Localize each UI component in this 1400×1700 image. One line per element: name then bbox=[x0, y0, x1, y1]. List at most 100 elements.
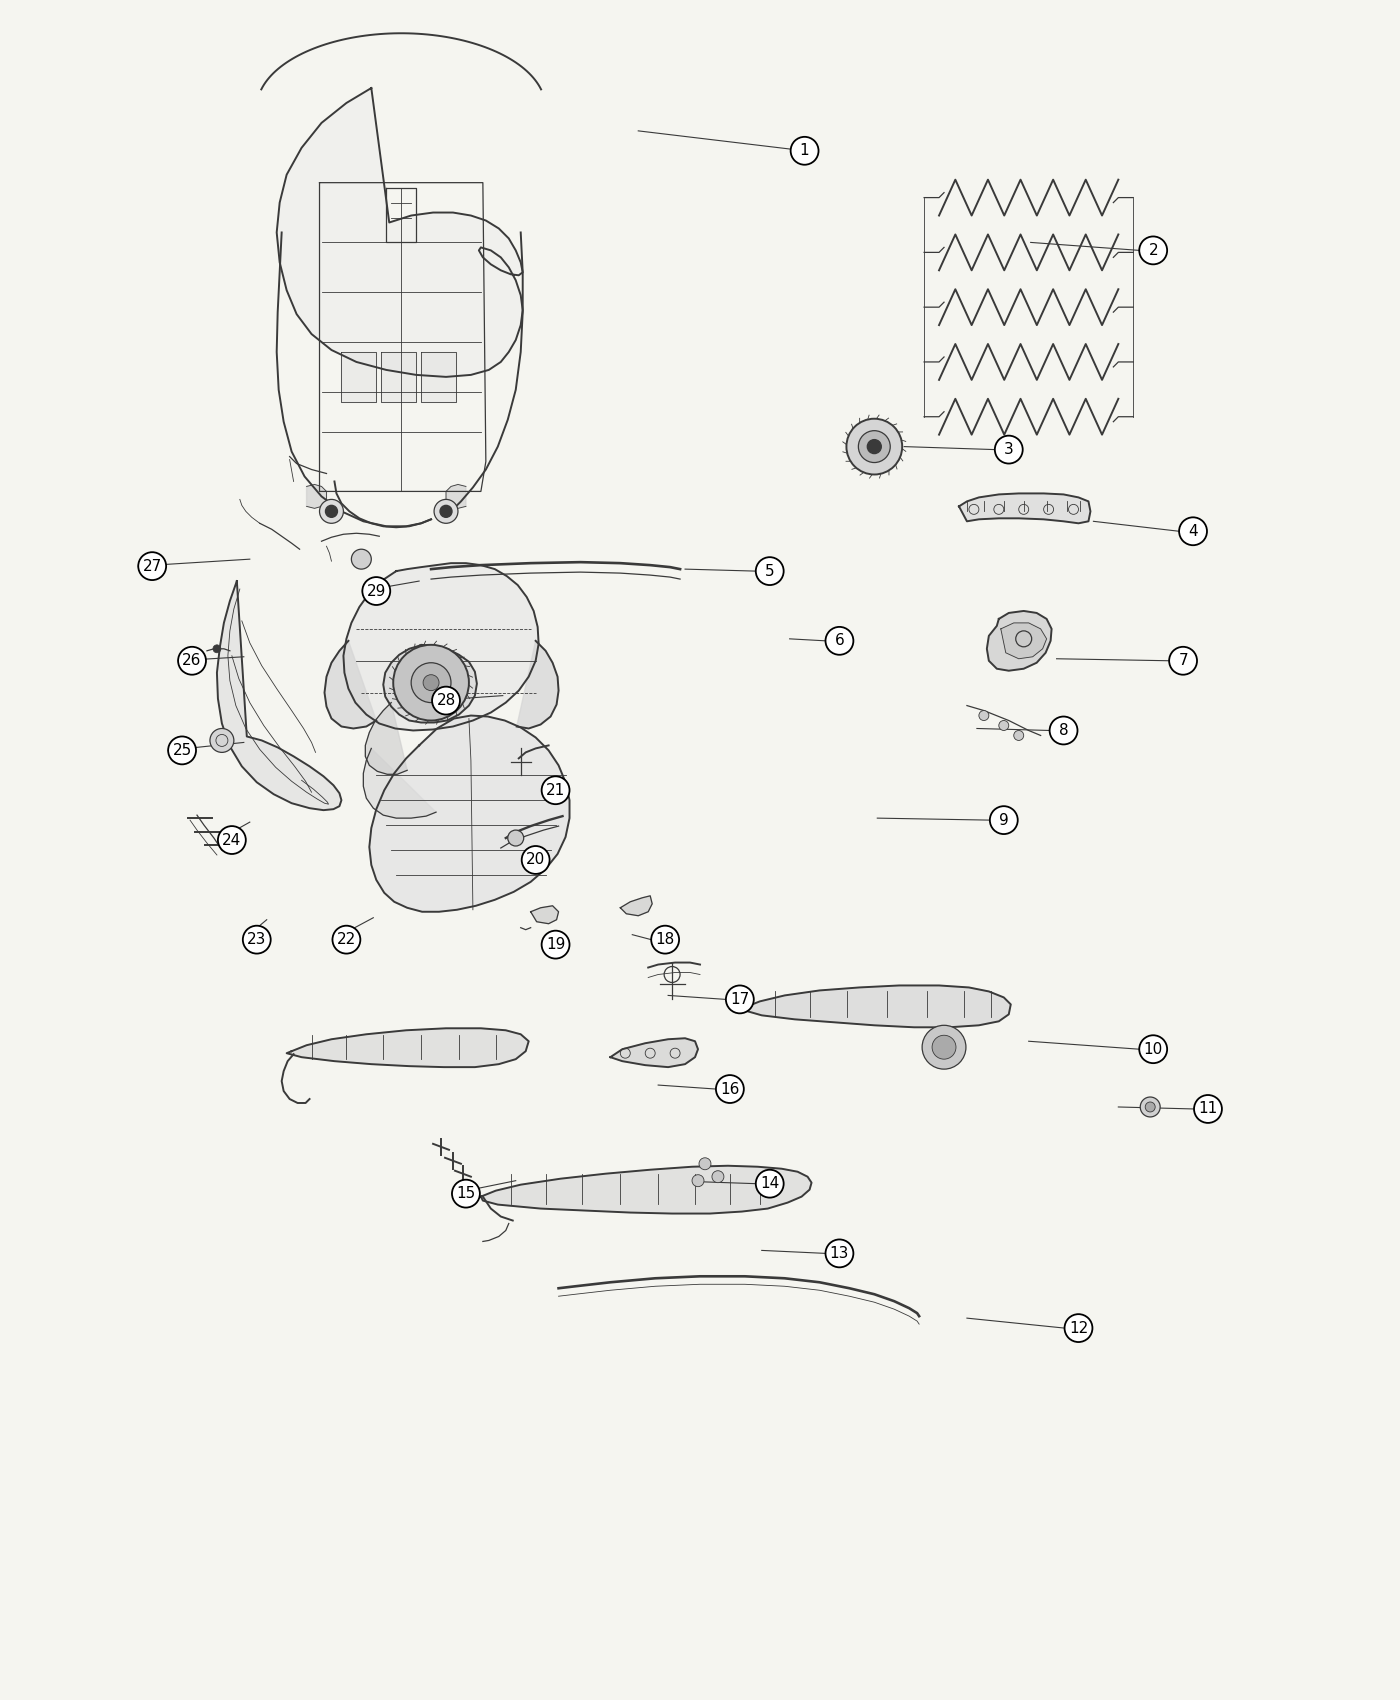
Circle shape bbox=[715, 1074, 743, 1103]
Polygon shape bbox=[610, 1039, 699, 1068]
Polygon shape bbox=[325, 641, 377, 729]
Circle shape bbox=[393, 644, 469, 721]
Circle shape bbox=[995, 435, 1023, 464]
Circle shape bbox=[868, 440, 881, 454]
Text: 25: 25 bbox=[172, 743, 192, 758]
Text: 17: 17 bbox=[731, 991, 749, 1006]
Text: 10: 10 bbox=[1144, 1042, 1163, 1057]
Circle shape bbox=[979, 711, 988, 721]
Circle shape bbox=[440, 505, 452, 517]
Circle shape bbox=[1050, 716, 1078, 745]
Circle shape bbox=[1194, 1095, 1222, 1124]
Text: 16: 16 bbox=[720, 1081, 739, 1096]
Polygon shape bbox=[384, 644, 477, 722]
Text: 22: 22 bbox=[337, 932, 356, 947]
Circle shape bbox=[725, 986, 753, 1013]
Text: 1: 1 bbox=[799, 143, 809, 158]
Polygon shape bbox=[447, 484, 466, 508]
Text: 23: 23 bbox=[246, 932, 266, 947]
Text: 2: 2 bbox=[1148, 243, 1158, 258]
Circle shape bbox=[168, 736, 196, 765]
Circle shape bbox=[1140, 236, 1168, 264]
Circle shape bbox=[998, 721, 1009, 731]
Circle shape bbox=[351, 549, 371, 570]
Polygon shape bbox=[381, 352, 416, 401]
Polygon shape bbox=[287, 1028, 529, 1068]
Circle shape bbox=[923, 1025, 966, 1069]
Circle shape bbox=[1169, 646, 1197, 675]
Text: 28: 28 bbox=[437, 694, 455, 709]
Text: 12: 12 bbox=[1068, 1321, 1088, 1336]
Circle shape bbox=[791, 136, 819, 165]
Circle shape bbox=[826, 1239, 854, 1266]
Circle shape bbox=[332, 927, 360, 954]
Circle shape bbox=[692, 1175, 704, 1187]
Circle shape bbox=[990, 806, 1018, 835]
Circle shape bbox=[242, 927, 270, 954]
Circle shape bbox=[858, 430, 890, 462]
Text: 24: 24 bbox=[223, 833, 241, 848]
Polygon shape bbox=[421, 352, 456, 401]
Polygon shape bbox=[987, 610, 1051, 672]
Polygon shape bbox=[745, 986, 1011, 1027]
Polygon shape bbox=[517, 641, 559, 729]
Circle shape bbox=[1179, 517, 1207, 546]
Polygon shape bbox=[1001, 622, 1047, 660]
Circle shape bbox=[932, 1035, 956, 1059]
Text: 4: 4 bbox=[1189, 524, 1198, 539]
Circle shape bbox=[1014, 731, 1023, 741]
Text: 29: 29 bbox=[367, 583, 386, 598]
Circle shape bbox=[218, 826, 246, 853]
Circle shape bbox=[508, 830, 524, 847]
Circle shape bbox=[1140, 1035, 1168, 1062]
Text: 3: 3 bbox=[1004, 442, 1014, 457]
Text: 27: 27 bbox=[143, 559, 162, 573]
Circle shape bbox=[210, 729, 234, 753]
Circle shape bbox=[713, 1171, 724, 1183]
Circle shape bbox=[139, 552, 167, 580]
Circle shape bbox=[319, 500, 343, 524]
Polygon shape bbox=[959, 493, 1091, 524]
Polygon shape bbox=[307, 484, 326, 508]
Circle shape bbox=[363, 576, 391, 605]
Text: 13: 13 bbox=[830, 1246, 850, 1261]
Circle shape bbox=[452, 1180, 480, 1207]
Circle shape bbox=[756, 1170, 784, 1197]
Circle shape bbox=[542, 930, 570, 959]
Text: 7: 7 bbox=[1179, 653, 1187, 668]
Text: 21: 21 bbox=[546, 782, 566, 797]
Polygon shape bbox=[480, 1166, 812, 1214]
Circle shape bbox=[325, 505, 337, 517]
Circle shape bbox=[423, 675, 440, 690]
Polygon shape bbox=[364, 748, 435, 818]
Polygon shape bbox=[370, 716, 570, 911]
Circle shape bbox=[213, 644, 221, 653]
Polygon shape bbox=[531, 906, 559, 923]
Polygon shape bbox=[217, 581, 342, 811]
Text: 6: 6 bbox=[834, 634, 844, 648]
Circle shape bbox=[412, 663, 451, 702]
Text: 18: 18 bbox=[655, 932, 675, 947]
Circle shape bbox=[847, 418, 902, 474]
Text: 9: 9 bbox=[1000, 813, 1008, 828]
Text: 8: 8 bbox=[1058, 722, 1068, 738]
Text: 15: 15 bbox=[456, 1187, 476, 1202]
Text: 20: 20 bbox=[526, 852, 545, 867]
Circle shape bbox=[542, 777, 570, 804]
Text: 19: 19 bbox=[546, 937, 566, 952]
Circle shape bbox=[434, 500, 458, 524]
Text: 14: 14 bbox=[760, 1176, 780, 1192]
Circle shape bbox=[433, 687, 461, 714]
Circle shape bbox=[826, 627, 854, 654]
Polygon shape bbox=[342, 352, 377, 401]
Circle shape bbox=[1140, 1096, 1161, 1117]
Polygon shape bbox=[620, 896, 652, 916]
Text: 11: 11 bbox=[1198, 1102, 1218, 1117]
Circle shape bbox=[699, 1158, 711, 1170]
Polygon shape bbox=[343, 563, 539, 731]
Text: 26: 26 bbox=[182, 653, 202, 668]
Circle shape bbox=[1145, 1102, 1155, 1112]
Circle shape bbox=[651, 927, 679, 954]
Polygon shape bbox=[365, 702, 407, 774]
Polygon shape bbox=[277, 88, 522, 377]
